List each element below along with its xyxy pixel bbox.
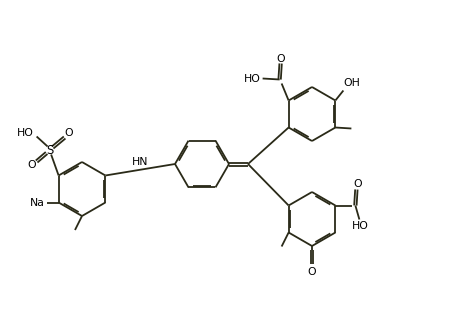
Text: HN: HN [132, 157, 149, 167]
Text: HO: HO [244, 74, 261, 83]
Text: O: O [27, 161, 36, 170]
Text: O: O [308, 267, 316, 277]
Text: S: S [46, 144, 53, 157]
Text: HO: HO [352, 221, 369, 232]
Text: O: O [353, 180, 361, 190]
Text: Na: Na [30, 198, 45, 208]
Text: OH: OH [343, 77, 360, 88]
Text: O: O [276, 54, 285, 63]
Text: O: O [64, 129, 73, 139]
Text: HO: HO [17, 129, 34, 139]
